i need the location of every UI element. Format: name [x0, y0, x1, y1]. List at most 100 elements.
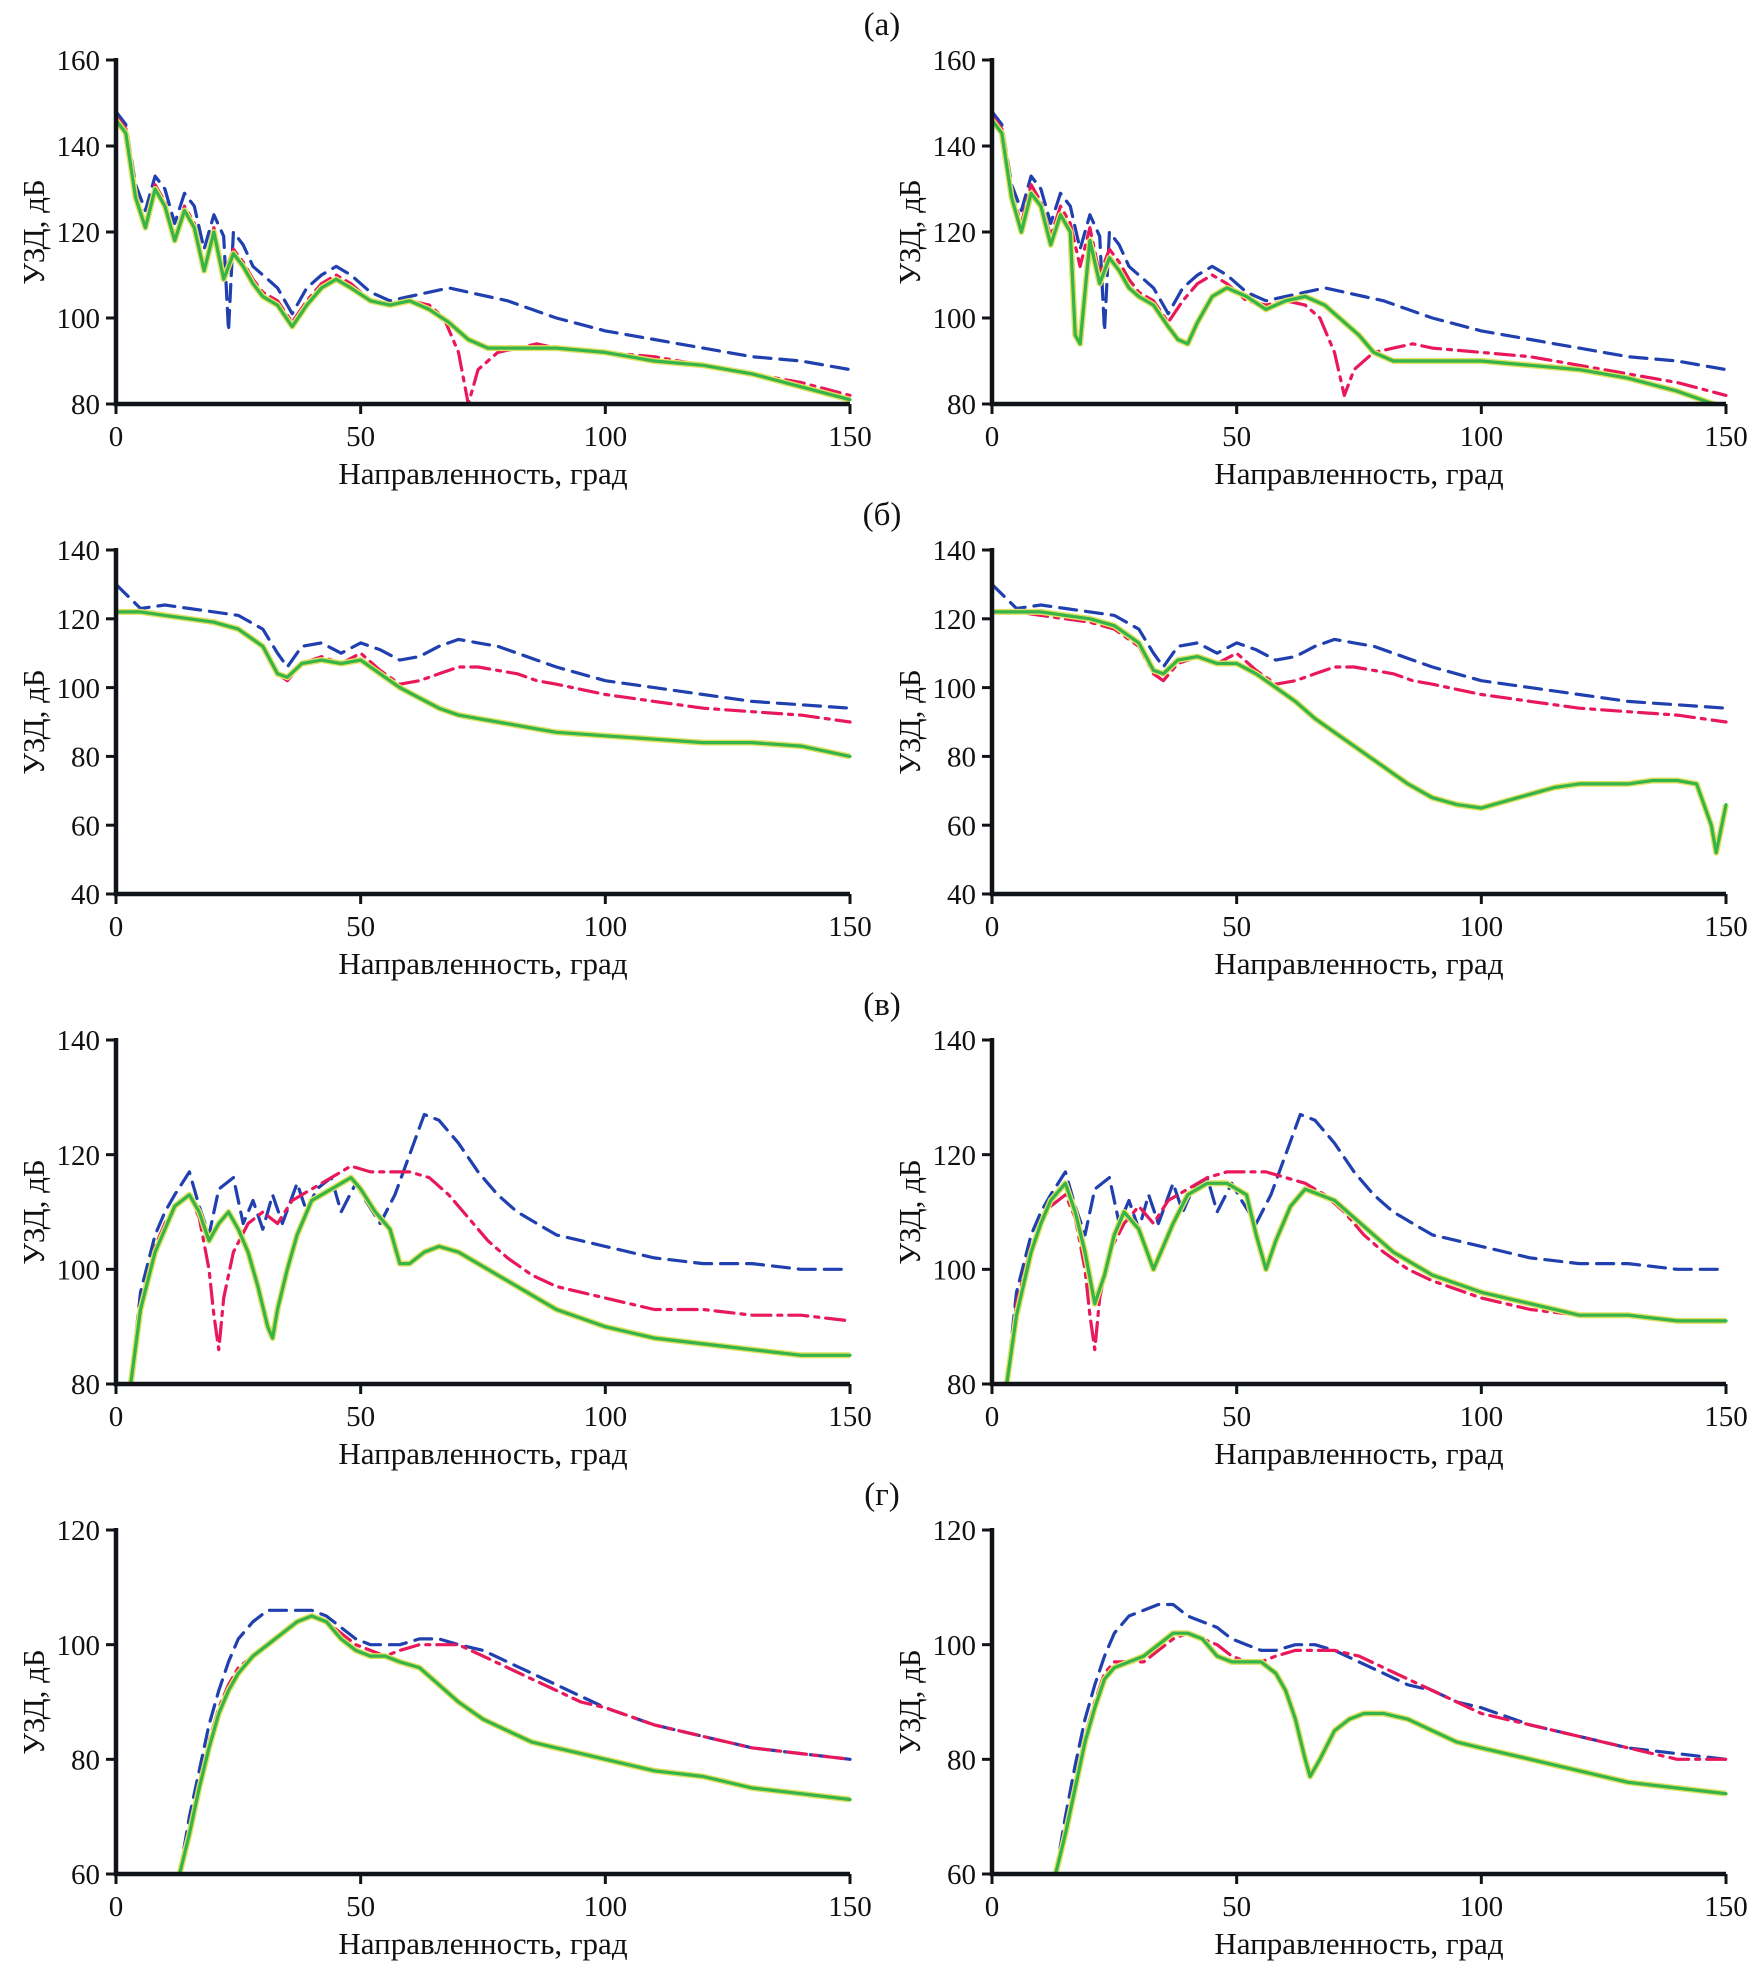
x-axis-label: Направленность, град: [1214, 1436, 1503, 1471]
y-tick-label: 120: [57, 1516, 101, 1547]
x-tick-label: 100: [584, 421, 628, 453]
y-tick-label: 100: [57, 1254, 101, 1286]
chart-v-left: 80 100 120 140 0 50 100 150 Направленность, град…: [14, 1025, 874, 1474]
y-tick-label: 160: [57, 46, 101, 77]
figure-row-b: (б) 40 60 80 100 120 140 0 50 100 150 Направленнос…: [0, 494, 1764, 984]
series-dashed-blue: [178, 1608, 852, 1876]
y-tick-label: 120: [933, 217, 977, 249]
y-tick-label: 120: [933, 1140, 977, 1172]
series-dashed-blue: [129, 1112, 852, 1386]
x-tick-label: 150: [1704, 1891, 1748, 1923]
chart-svg: 80 100 120 140 0 50 100 150 Направленность, град…: [16, 1025, 872, 1471]
chart-svg: 80 100 120 140 0 50 100 150 Направленность, град…: [892, 1025, 1748, 1471]
y-axis-label: УЗД, дБ: [892, 1649, 927, 1754]
y-tick-label: 120: [57, 604, 101, 636]
x-axis-label: Направленность, град: [338, 456, 627, 491]
charts-row-g: 60 80 100 120 0 50 100 150 Направленность, град У…: [0, 1515, 1764, 1964]
series-dashed-blue: [1005, 1112, 1728, 1386]
x-axis-label: Направленность, град: [338, 1926, 627, 1961]
x-axis-label: Направленность, град: [338, 1436, 627, 1471]
x-tick-label: 50: [346, 911, 375, 943]
x-tick-label: 50: [346, 421, 375, 453]
y-tick-label: 40: [947, 879, 976, 911]
chart-a-left: 80 100 120 140 160 0 50 100 150 Направленность, г…: [14, 45, 874, 494]
y-tick-label: 100: [57, 673, 101, 705]
y-tick-label: 80: [947, 1744, 976, 1776]
x-tick-label: 150: [1704, 421, 1748, 453]
series-solid-green: [993, 610, 1728, 855]
y-tick-label: 60: [947, 1859, 976, 1891]
chart-svg: 60 80 100 120 0 50 100 150 Направленность, град У…: [892, 1515, 1748, 1961]
series-dashdot-red: [1005, 1170, 1728, 1386]
y-tick-label: 80: [71, 1369, 100, 1401]
x-tick-label: 0: [109, 421, 124, 453]
series-solid-green: [1054, 1631, 1728, 1876]
y-tick-label: 100: [933, 1630, 977, 1662]
y-tick-label: 60: [71, 1859, 100, 1891]
y-tick-label: 140: [57, 131, 101, 163]
y-tick-label: 40: [71, 879, 100, 911]
x-tick-label: 50: [1222, 911, 1251, 943]
x-tick-label: 50: [346, 1891, 375, 1923]
x-tick-label: 100: [1460, 421, 1504, 453]
y-tick-label: 140: [57, 1026, 101, 1057]
chart-svg: 40 60 80 100 120 140 0 50 100 150 Направленность, …: [892, 535, 1748, 981]
x-tick-label: 100: [584, 911, 628, 943]
y-axis-label: УЗД, дБ: [892, 669, 927, 774]
y-tick-label: 100: [933, 673, 977, 705]
y-axis-label: УЗД, дБ: [16, 1649, 51, 1754]
y-axis-label: УЗД, дБ: [16, 669, 51, 774]
series-dashed-blue: [117, 583, 852, 710]
y-tick-label: 120: [933, 604, 977, 636]
series-dashdot-red: [993, 610, 1728, 724]
x-tick-label: 0: [985, 1401, 1000, 1433]
x-tick-label: 0: [109, 911, 124, 943]
figure-row-g: (г) 60 80 100 120 0 50 100 150 Направленность, г…: [0, 1474, 1764, 1964]
y-tick-label: 100: [57, 303, 101, 335]
x-tick-label: 0: [109, 1401, 124, 1433]
y-tick-label: 140: [933, 1026, 977, 1057]
y-tick-label: 80: [947, 742, 976, 774]
x-tick-label: 150: [828, 1401, 872, 1433]
chart-svg: 60 80 100 120 0 50 100 150 Направленность, град У…: [16, 1515, 872, 1961]
series-solid-green: [117, 610, 852, 758]
y-axis-label: УЗД, дБ: [892, 179, 927, 284]
y-axis-label: УЗД, дБ: [892, 1159, 927, 1264]
panel-label-v: (в): [863, 987, 901, 1023]
chart-g-right: 60 80 100 120 0 50 100 150 Направленность, град У…: [890, 1515, 1750, 1964]
y-axis-label: УЗД, дБ: [16, 179, 51, 284]
chart-svg: 40 60 80 100 120 140 0 50 100 150 Направленность, …: [16, 535, 872, 981]
x-tick-label: 100: [1460, 1401, 1504, 1433]
y-tick-label: 120: [57, 1140, 101, 1172]
chart-v-right: 80 100 120 140 0 50 100 150 Направленность, град…: [890, 1025, 1750, 1474]
x-axis-label: Направленность, град: [1214, 1926, 1503, 1961]
y-tick-label: 140: [57, 536, 101, 567]
chart-a-right: 80 100 120 140 160 0 50 100 150 Направленность, г…: [890, 45, 1750, 494]
y-tick-label: 160: [933, 46, 977, 77]
y-tick-label: 80: [71, 1744, 100, 1776]
series-solid-green: [117, 118, 852, 402]
figure-row-v: (в) 80 100 120 140 0 50 100 150 Направленность, …: [0, 984, 1764, 1474]
y-tick-label: 140: [933, 536, 977, 567]
y-tick-label: 120: [57, 217, 101, 249]
panel-label-g: (г): [864, 1477, 900, 1513]
x-tick-label: 150: [1704, 911, 1748, 943]
series-solid-green: [993, 118, 1725, 406]
charts-row-a: 80 100 120 140 160 0 50 100 150 Направленность, г…: [0, 45, 1764, 494]
x-tick-label: 100: [1460, 911, 1504, 943]
series-dashdot-red: [1054, 1631, 1728, 1876]
y-tick-label: 120: [933, 1516, 977, 1547]
x-tick-label: 50: [1222, 421, 1251, 453]
x-tick-label: 0: [985, 1891, 1000, 1923]
series-dashed-blue: [993, 110, 1728, 372]
figure-row-a: (а) 80 100 120 140 160 0 50 100 150 Направленност…: [0, 4, 1764, 494]
series-solid-green: [1005, 1181, 1728, 1386]
chart-svg: 80 100 120 140 160 0 50 100 150 Направленность, г…: [892, 45, 1748, 491]
x-tick-label: 100: [584, 1891, 628, 1923]
x-tick-label: 150: [828, 1891, 872, 1923]
y-tick-label: 60: [947, 810, 976, 842]
x-tick-label: 100: [1460, 1891, 1504, 1923]
x-axis-label: Направленность, град: [338, 946, 627, 981]
x-tick-label: 150: [828, 911, 872, 943]
